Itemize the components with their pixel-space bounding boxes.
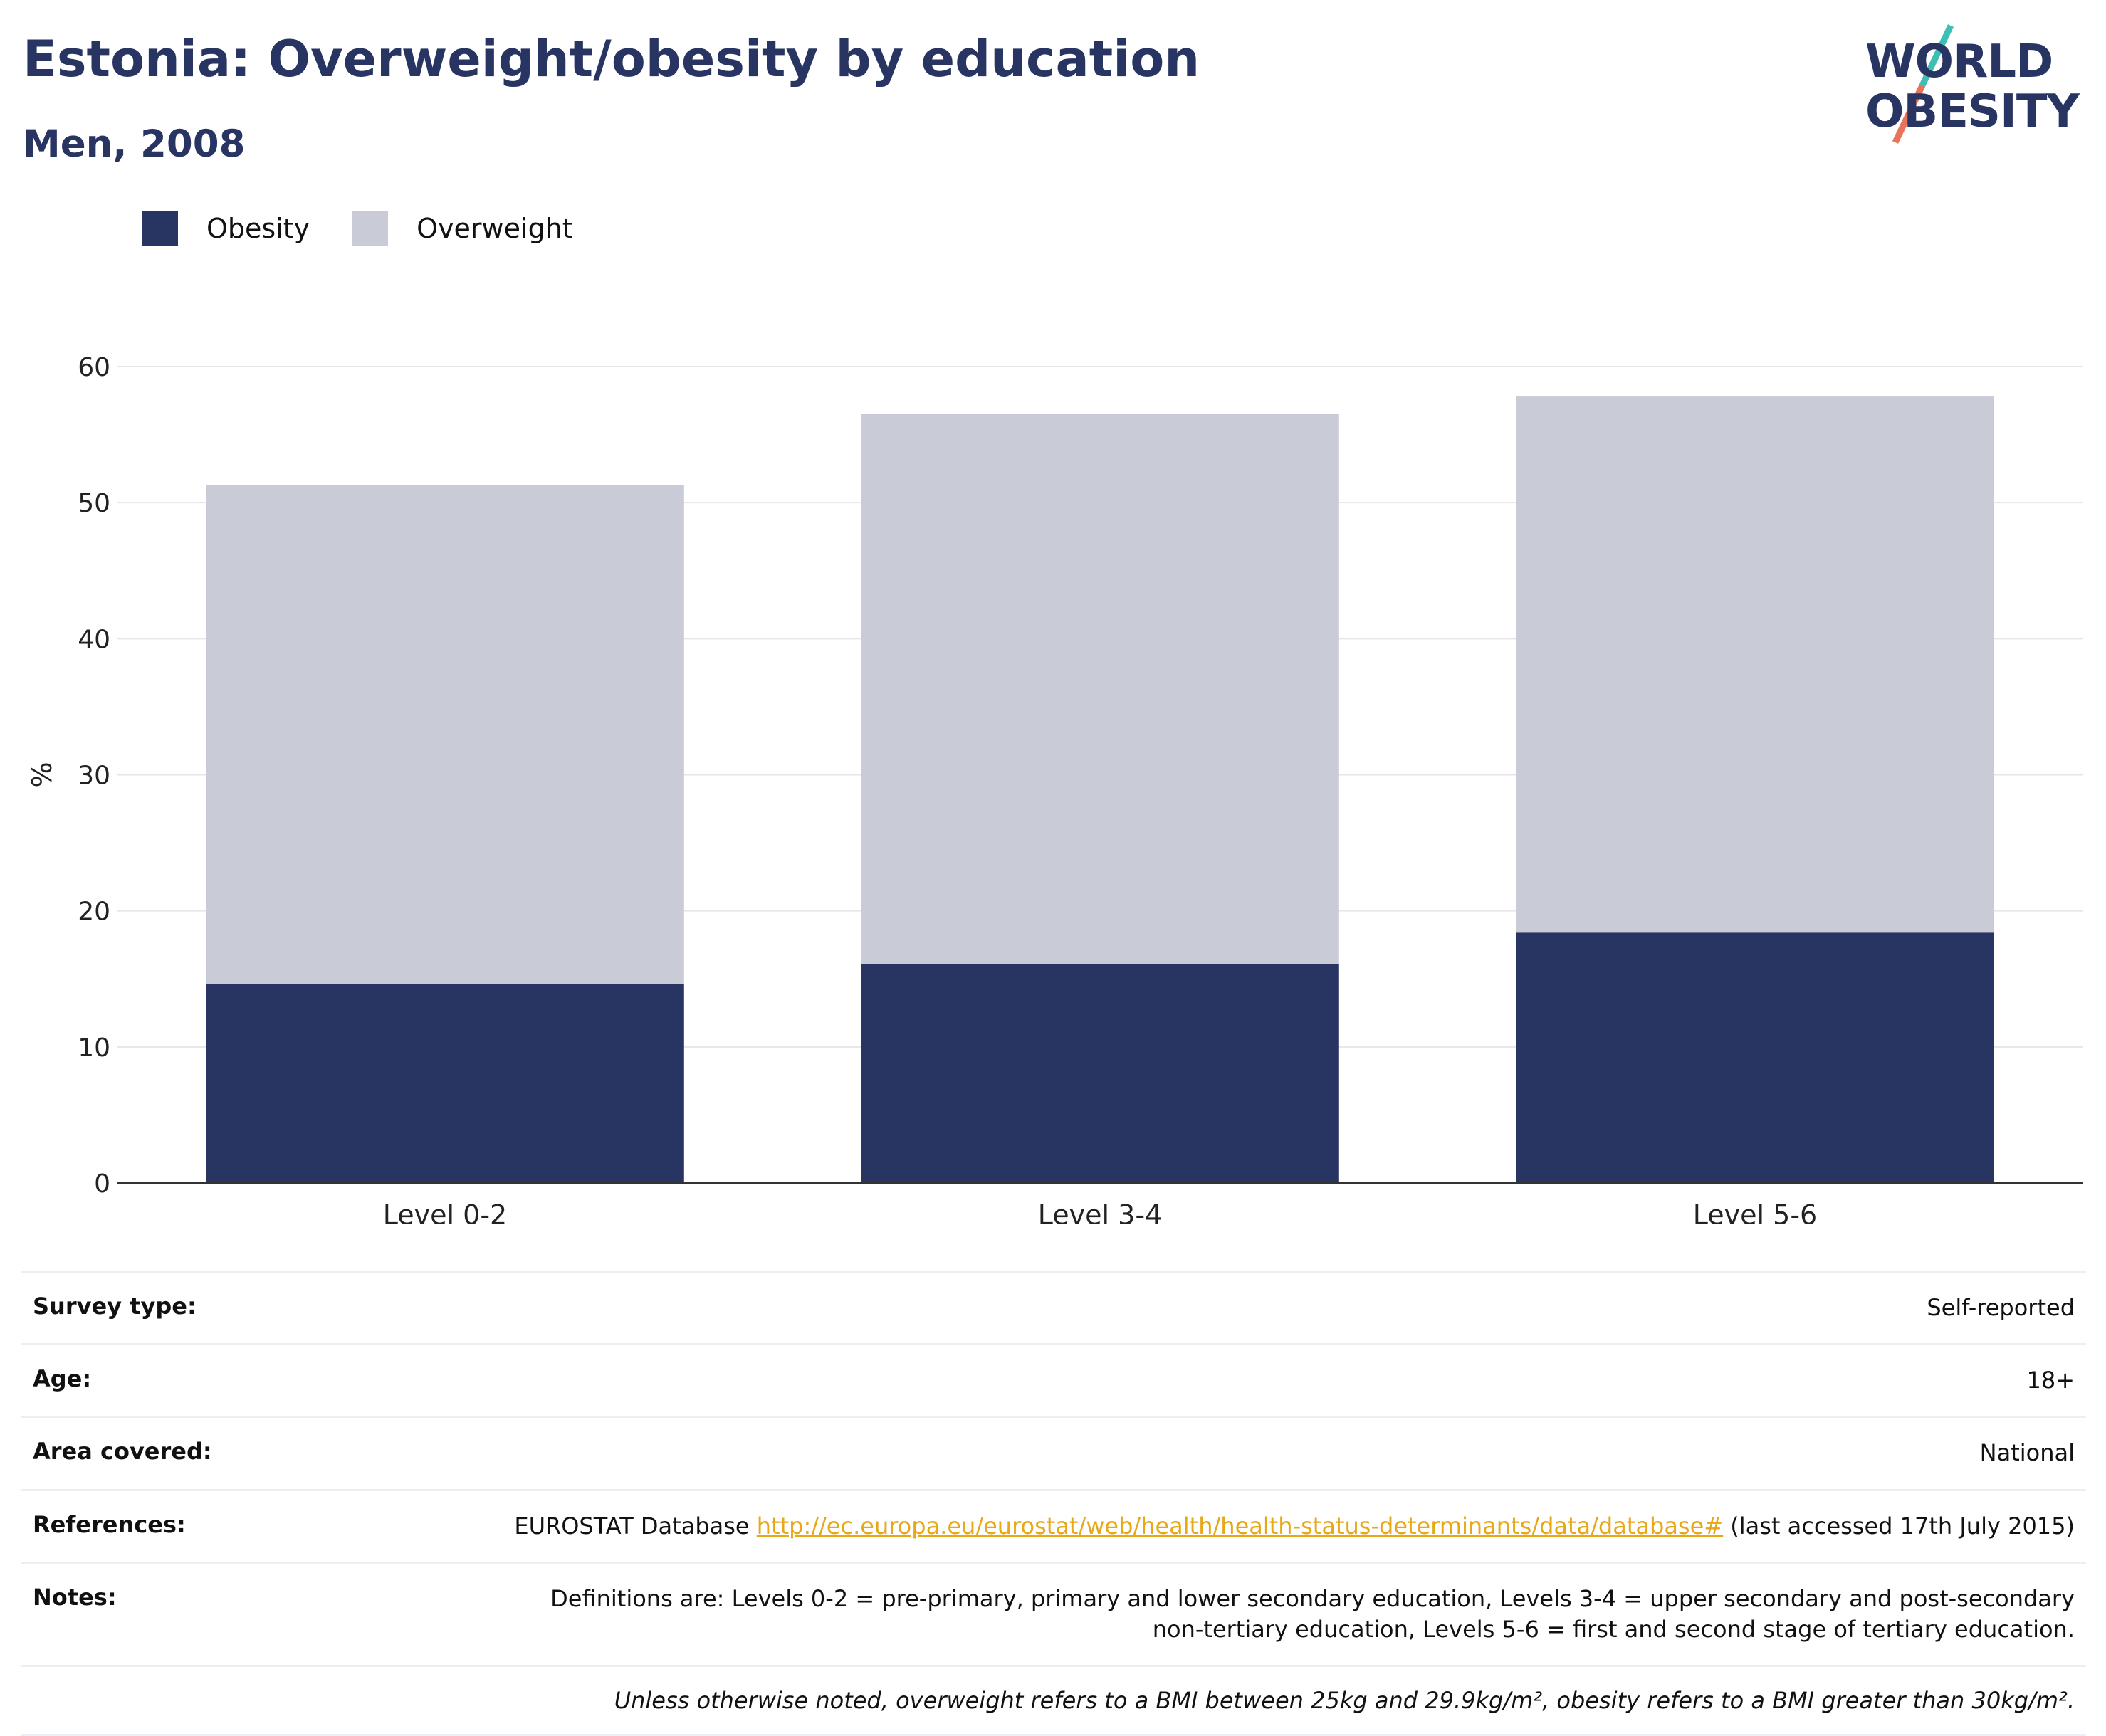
- meta-key-age: Age:: [33, 1365, 92, 1393]
- stacked-bar-chart: 0 10 20 30 40 50 60% Level 0-2 Level 3-4 Level 5-…: [26, 353, 2083, 1224]
- bar-overweight-2: [861, 414, 1339, 964]
- bar-obesity-1: [206, 984, 684, 1183]
- x-tick-label-1: Level 0-2: [383, 1199, 507, 1224]
- references-prefix: EUROSTAT Database: [514, 1512, 757, 1540]
- legend-item-obesity[interactable]: Obesity: [142, 211, 310, 246]
- y-tick-label-10: 10: [78, 1033, 110, 1063]
- logo-text-obesity: OBESITY: [1865, 85, 2080, 138]
- references-link[interactable]: http://ec.europa.eu/eurostat/web/health/…: [756, 1512, 1724, 1540]
- bmi-footnote: Unless otherwise noted, overweight refer…: [614, 1687, 2075, 1715]
- legend-item-overweight[interactable]: Overweight: [352, 211, 573, 246]
- meta-key-survey-type: Survey type:: [33, 1293, 197, 1320]
- y-tick-label-40: 40: [78, 625, 110, 654]
- y-tick-label-20: 20: [78, 898, 110, 927]
- meta-value-age: 18+: [2026, 1367, 2075, 1394]
- legend-swatch-obesity: [142, 211, 178, 246]
- y-tick-label-60: 60: [78, 353, 110, 382]
- legend-swatch-overweight: [352, 211, 389, 246]
- meta-row-footnote: Unless otherwise noted, overweight refer…: [21, 1665, 2086, 1736]
- y-tick-label-30: 30: [78, 762, 110, 791]
- meta-key-notes: Notes:: [33, 1583, 117, 1611]
- page-subtitle: Men, 2008: [23, 122, 246, 166]
- meta-row-age: Age: 18+: [21, 1343, 2086, 1416]
- bar-overweight-3: [1516, 396, 1994, 933]
- meta-row-survey-type: Survey type: Self-reported: [21, 1271, 2086, 1343]
- page-title: Estonia: Overweight/obesity by education: [23, 30, 1200, 88]
- meta-row-area: Area covered: National: [21, 1416, 2086, 1488]
- meta-key-area: Area covered:: [33, 1438, 212, 1466]
- y-axis-title: %: [26, 762, 58, 787]
- logo-text-world: WORLD: [1865, 36, 2053, 88]
- chart-legend: Obesity Overweight: [142, 211, 616, 246]
- meta-key-references: References:: [33, 1510, 186, 1538]
- y-tick-label-0: 0: [94, 1169, 110, 1199]
- meta-row-references: References: EUROSTAT Database http://ec.…: [21, 1488, 2086, 1562]
- metadata-table: Survey type: Self-reported Age: 18+ Area…: [21, 1271, 2086, 1736]
- meta-value-references: EUROSTAT Database http://ec.europa.eu/eu…: [514, 1511, 2075, 1542]
- bar-obesity-2: [861, 964, 1339, 1183]
- meta-value-notes: Definitions are: Levels 0-2 = pre-primar…: [550, 1584, 2075, 1643]
- bar-overweight-1: [206, 485, 684, 984]
- meta-row-notes: Notes: Definitions are: Levels 0-2 = pre…: [21, 1561, 2086, 1665]
- x-tick-label-3: Level 5-6: [1693, 1199, 1817, 1224]
- y-tick-label-50: 50: [78, 489, 110, 518]
- meta-value-area: National: [1979, 1439, 2075, 1467]
- legend-label-obesity: Obesity: [206, 213, 310, 244]
- bar-obesity-3: [1516, 932, 1994, 1183]
- x-tick-label-2: Level 3-4: [1038, 1199, 1162, 1224]
- legend-label-overweight: Overweight: [417, 213, 573, 244]
- logo-slash-icon: [1892, 24, 1954, 144]
- references-suffix: (last accessed 17th July 2015): [1723, 1512, 2075, 1540]
- meta-value-survey-type: Self-reported: [1927, 1294, 2075, 1321]
- world-obesity-logo: WORLD OBESITY: [1851, 21, 2093, 149]
